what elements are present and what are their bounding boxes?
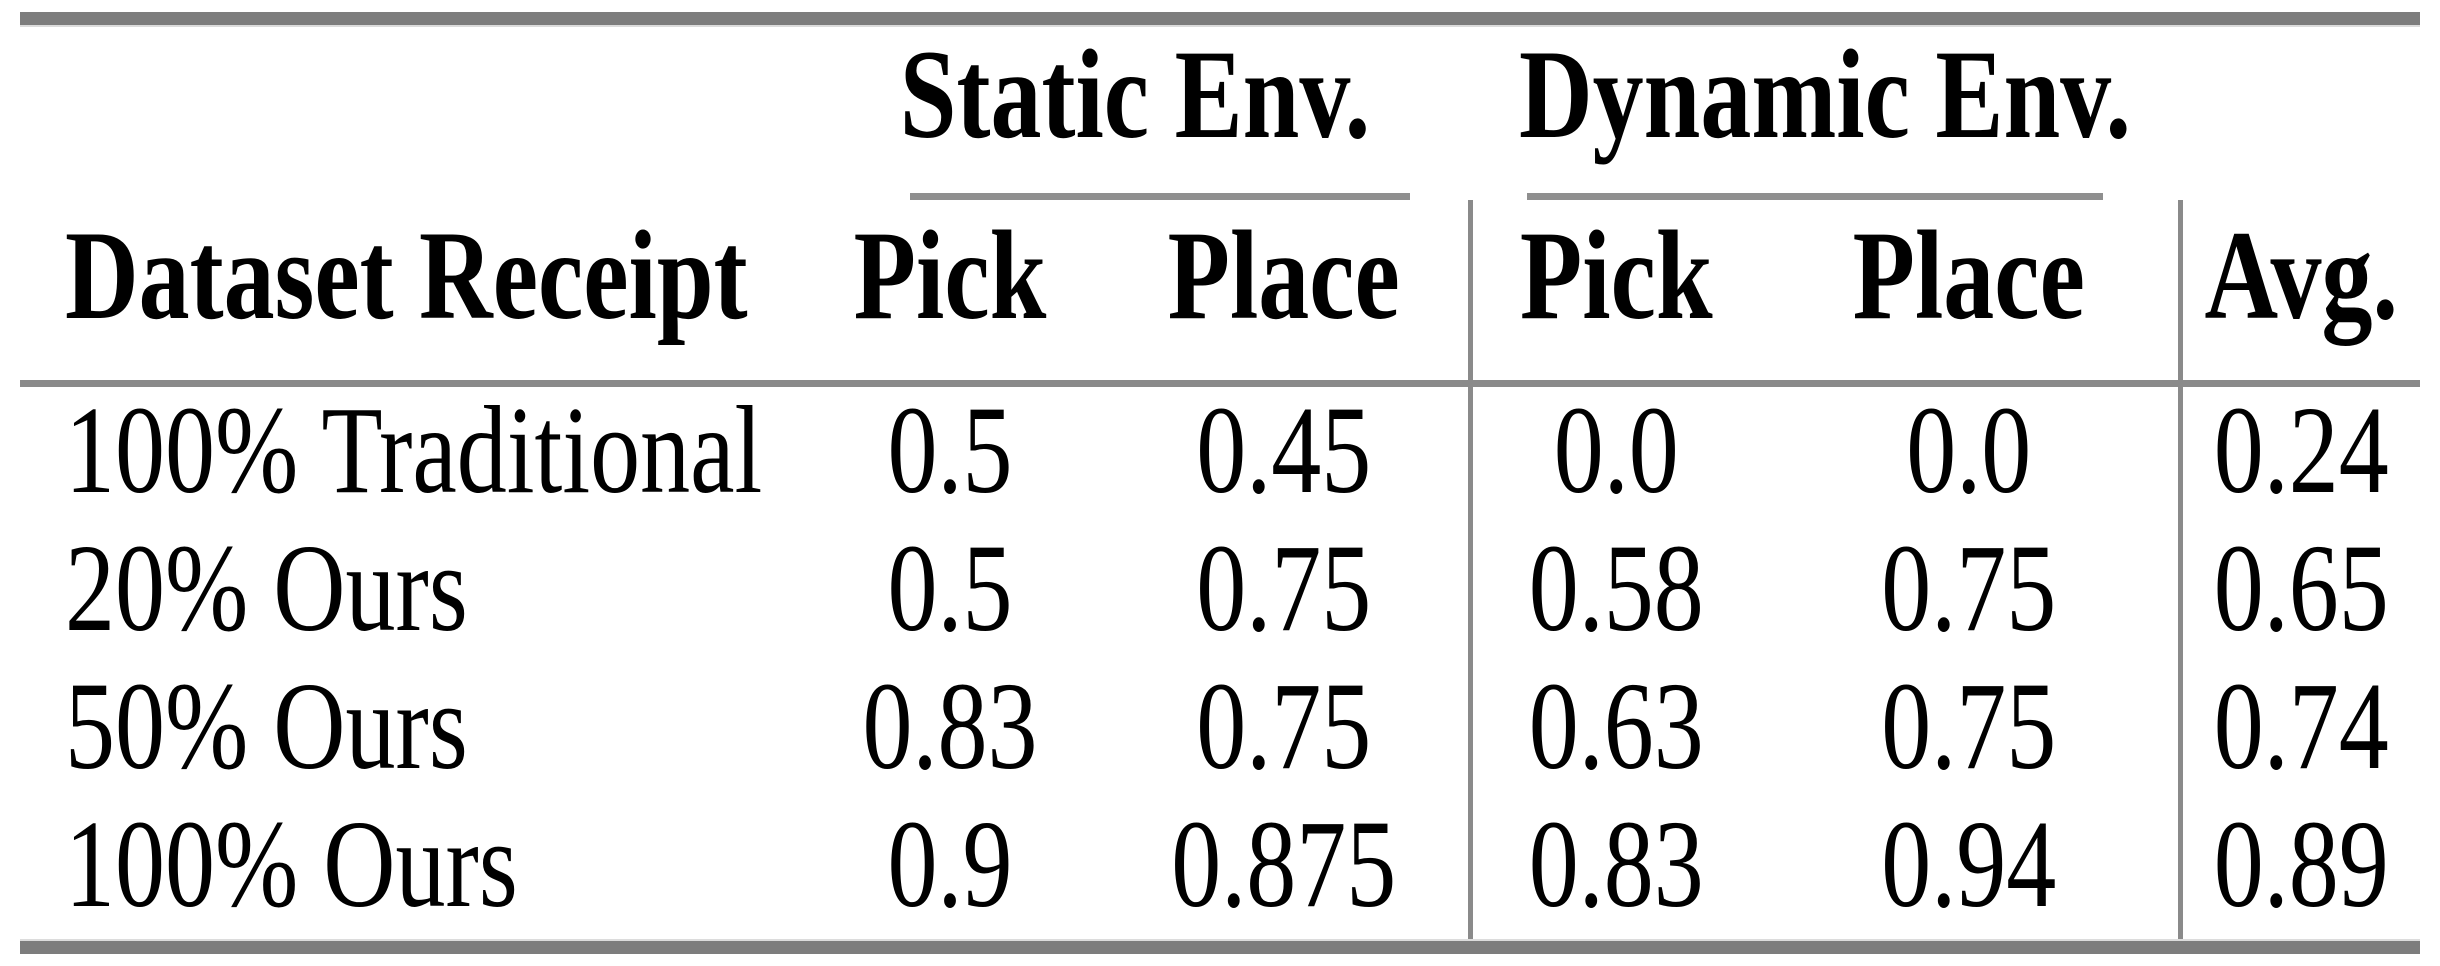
column-header-static-place: Place	[1100, 200, 1470, 387]
static-env-underline-rule	[910, 193, 1410, 200]
cell-static-place: 0.75	[1196, 518, 1372, 658]
column-header-dataset-receipt: Dataset Receipt	[20, 200, 800, 387]
cell-avg: 0.74	[2177, 657, 2421, 801]
table-row: 20% Ours 0.5 0.75 0.58 0.75 0.65	[20, 518, 2421, 663]
results-table-figure: Static Env. Dynamic Env. Dataset Receipt…	[20, 12, 2421, 954]
cell-dynamic-place: 0.0	[1906, 380, 2032, 520]
table-row: 100% Traditional 0.5 0.45 0.0 0.0 0.24	[20, 380, 2421, 525]
cell-dynamic-pick: 0.63	[1467, 657, 1760, 801]
cell-static-place: 0.75	[1196, 656, 1372, 796]
cell-static-pick: 0.83	[862, 656, 1038, 796]
row-label: 100% Ours	[65, 794, 518, 934]
cell-dynamic-place: 0.75	[1881, 518, 2057, 658]
column-header-row: Dataset Receipt Pick Place Pick Place Av…	[20, 200, 2421, 387]
cell-dynamic-pick: 0.58	[1467, 519, 1760, 663]
dynamic-env-underline-rule	[1527, 193, 2104, 200]
cell-static-pick: 0.5	[887, 380, 1013, 520]
column-header-static-pick: Pick	[800, 200, 1100, 387]
group-header-static-env-label: Static Env.	[899, 24, 1371, 166]
cell-static-place: 0.875	[1171, 794, 1397, 934]
cell-static-pick: 0.5	[887, 518, 1013, 658]
column-header-dynamic-place: Place	[1760, 200, 2181, 387]
group-header-static-env: Static Env.	[800, 25, 1470, 200]
table-row: 50% Ours 0.83 0.75 0.63 0.75 0.74	[20, 656, 2421, 801]
column-header-avg: Avg.	[2177, 200, 2421, 387]
row-label: 100% Traditional	[65, 380, 763, 520]
bottom-rule	[20, 939, 2420, 954]
group-header-dynamic-env-label: Dynamic Env.	[1518, 24, 2132, 166]
group-header-dynamic-env: Dynamic Env.	[1470, 25, 2180, 200]
cell-avg: 0.89	[2177, 795, 2421, 939]
row-label: 50% Ours	[65, 656, 468, 796]
results-table: Static Env. Dynamic Env. Dataset Receipt…	[20, 25, 2421, 939]
cell-dynamic-place: 0.75	[1881, 656, 2057, 796]
cell-static-place: 0.45	[1196, 380, 1372, 520]
table-row: 100% Ours 0.9 0.875 0.83 0.94 0.89	[20, 794, 2421, 939]
row-label: 20% Ours	[65, 518, 468, 658]
cell-avg: 0.24	[2177, 381, 2421, 525]
cell-dynamic-pick: 0.0	[1467, 381, 1760, 525]
column-header-dynamic-pick: Pick	[1467, 200, 1760, 387]
cell-dynamic-place: 0.94	[1881, 794, 2057, 934]
group-header-row: Static Env. Dynamic Env.	[20, 25, 2420, 200]
group-header-spacer	[2180, 27, 2420, 200]
group-header-spacer	[20, 27, 800, 200]
cell-avg: 0.65	[2177, 519, 2421, 663]
top-rule	[20, 12, 2420, 27]
cell-dynamic-pick: 0.83	[1467, 795, 1760, 939]
cell-static-pick: 0.9	[887, 794, 1013, 934]
